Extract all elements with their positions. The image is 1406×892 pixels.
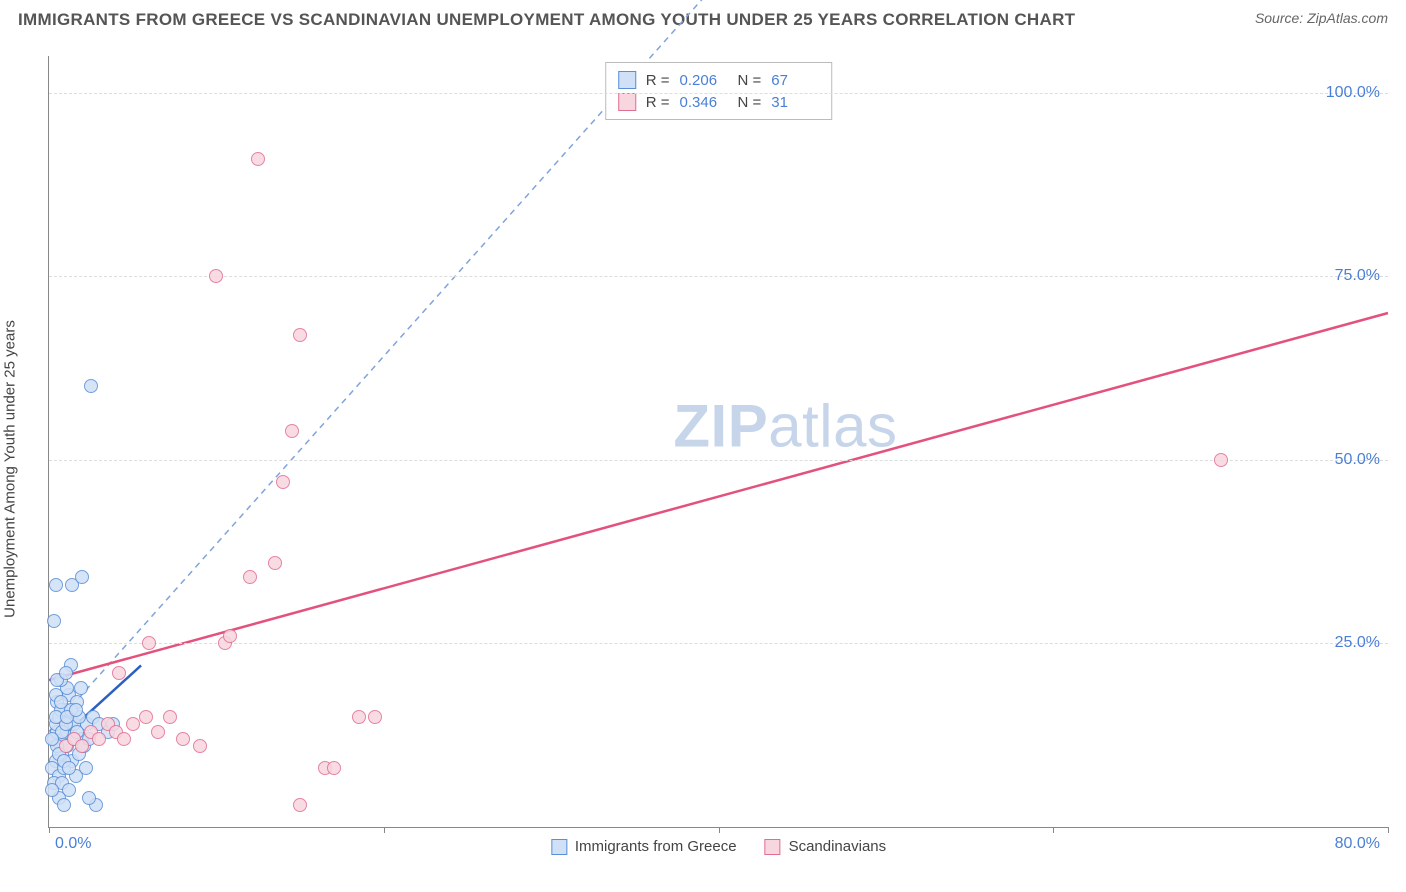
series-swatch — [618, 71, 636, 89]
data-point — [49, 578, 63, 592]
stat-row: R = 0.346 N = 31 — [618, 91, 820, 113]
gridline-h — [49, 93, 1388, 94]
chart-title: IMMIGRANTS FROM GREECE VS SCANDINAVIAN U… — [18, 10, 1075, 30]
series-swatch — [551, 839, 567, 855]
watermark: ZIPatlas — [673, 392, 897, 461]
y-tick-label: 75.0% — [1335, 267, 1380, 285]
data-point — [82, 791, 96, 805]
data-point — [84, 379, 98, 393]
data-point — [151, 725, 165, 739]
n-label: N = — [738, 94, 762, 111]
data-point — [74, 681, 88, 695]
data-point — [126, 717, 140, 731]
x-tick — [719, 827, 720, 833]
data-point — [293, 798, 307, 812]
data-point — [193, 739, 207, 753]
source-attribution: Source: ZipAtlas.com — [1255, 10, 1388, 26]
data-point — [209, 269, 223, 283]
gridline-h — [49, 643, 1388, 644]
legend: Immigrants from Greece Scandinavians — [551, 838, 886, 855]
gridline-h — [49, 460, 1388, 461]
data-point — [223, 629, 237, 643]
data-point — [79, 761, 93, 775]
n-value: 67 — [771, 72, 819, 89]
x-axis-max-label: 80.0% — [1335, 835, 1380, 853]
plot-area: ZIPatlas R =0.206N =67R =0.346N =31 0.0%… — [48, 56, 1388, 828]
data-point — [57, 798, 71, 812]
data-point — [285, 424, 299, 438]
data-point — [75, 739, 89, 753]
series-swatch — [618, 93, 636, 111]
data-point — [69, 703, 83, 717]
x-tick — [384, 827, 385, 833]
correlation-stats-box: R = 0.206 N = 67 R = 0.346 N = 31 — [605, 62, 833, 120]
x-tick — [1388, 827, 1389, 833]
r-value: 0.206 — [680, 72, 728, 89]
data-point — [176, 732, 190, 746]
y-tick-label: 50.0% — [1335, 451, 1380, 469]
data-point — [112, 666, 126, 680]
legend-item: Scandinavians — [765, 838, 887, 855]
data-point — [293, 328, 307, 342]
trend-lines-layer — [49, 56, 1388, 827]
data-point — [45, 783, 59, 797]
n-value: 31 — [771, 94, 819, 111]
data-point — [268, 556, 282, 570]
data-point — [45, 732, 59, 746]
r-label: R = — [646, 94, 670, 111]
data-point — [1214, 453, 1228, 467]
y-tick-label: 100.0% — [1326, 84, 1380, 102]
stat-row: R = 0.206 N = 67 — [618, 69, 820, 91]
data-point — [62, 761, 76, 775]
n-label: N = — [738, 72, 762, 89]
r-value: 0.346 — [680, 94, 728, 111]
data-point — [54, 695, 68, 709]
data-point — [368, 710, 382, 724]
y-axis-label: Unemployment Among Youth under 25 years — [2, 320, 19, 618]
series-swatch — [765, 839, 781, 855]
chart-container: Unemployment Among Youth under 25 years … — [0, 46, 1406, 892]
trend-line — [49, 313, 1388, 680]
data-point — [276, 475, 290, 489]
data-point — [163, 710, 177, 724]
x-tick — [1053, 827, 1054, 833]
data-point — [243, 570, 257, 584]
legend-label: Immigrants from Greece — [575, 838, 737, 855]
data-point — [47, 614, 61, 628]
data-point — [117, 732, 131, 746]
gridline-h — [49, 276, 1388, 277]
data-point — [352, 710, 366, 724]
r-label: R = — [646, 72, 670, 89]
legend-label: Scandinavians — [789, 838, 887, 855]
data-point — [327, 761, 341, 775]
x-axis-min-label: 0.0% — [55, 835, 91, 853]
x-tick — [49, 827, 50, 833]
data-point — [251, 152, 265, 166]
data-point — [92, 732, 106, 746]
data-point — [75, 570, 89, 584]
data-point — [59, 666, 73, 680]
y-tick-label: 25.0% — [1335, 634, 1380, 652]
data-point — [139, 710, 153, 724]
data-point — [142, 636, 156, 650]
legend-item: Immigrants from Greece — [551, 838, 737, 855]
